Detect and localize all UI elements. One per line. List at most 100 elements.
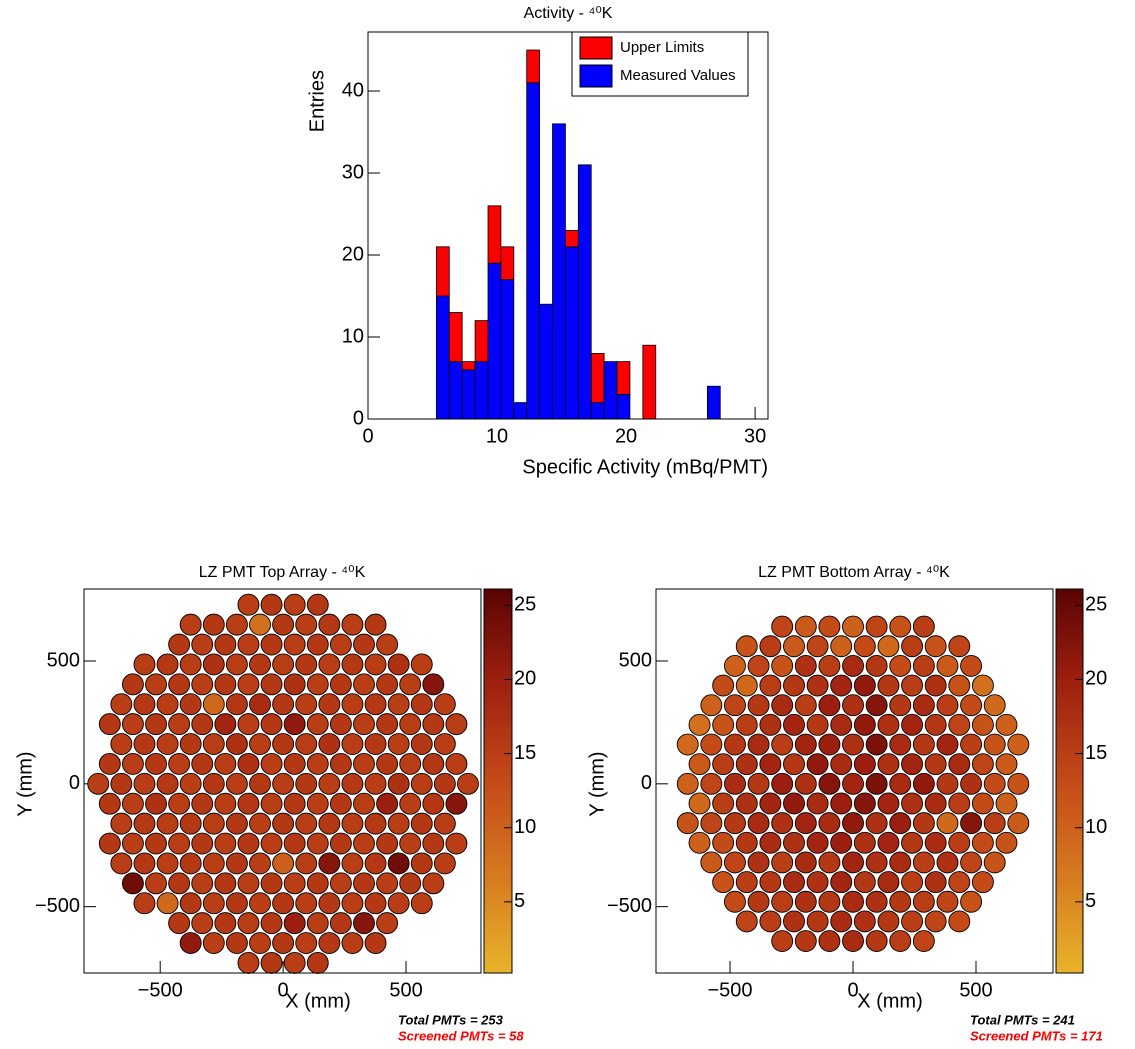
- pmt: [306, 951, 329, 974]
- pmt: [842, 772, 864, 795]
- pmt: [121, 832, 144, 855]
- pmt: [995, 831, 1018, 854]
- pmt: [806, 792, 829, 815]
- colorbar-tick-label: 25: [1085, 594, 1107, 616]
- pmt: [341, 892, 364, 915]
- pmt: [853, 713, 876, 736]
- pmt: [747, 694, 770, 717]
- chart-title: Activity - ⁴⁰K: [524, 5, 613, 22]
- pmt: [806, 674, 829, 697]
- plot-frame: [655, 588, 1054, 974]
- pmt: [948, 910, 971, 933]
- pmt: [445, 832, 468, 855]
- pmt: [971, 674, 994, 697]
- pmt: [783, 635, 805, 658]
- histogram-bar: [474, 361, 489, 420]
- colorbar-tick-label: 15: [1085, 742, 1107, 764]
- pmt: [156, 892, 179, 915]
- pmt: [712, 753, 735, 776]
- pmt: [283, 951, 306, 974]
- pmt: [818, 890, 841, 913]
- pmt: [422, 673, 445, 696]
- y-axis-title: Entries: [306, 70, 328, 132]
- pmt: [214, 713, 237, 736]
- pmt: [901, 910, 924, 933]
- histogram-bar: [474, 320, 489, 363]
- annotation: Screened PMTs = 171: [970, 1028, 1103, 1043]
- pmt: [771, 654, 794, 677]
- histogram-bar: [448, 361, 463, 420]
- pmt: [433, 772, 456, 795]
- histogram-bar: [603, 361, 618, 420]
- x-axis-title: X (mm): [857, 990, 923, 1012]
- pmt: [249, 932, 271, 954]
- legend-swatch: [579, 64, 613, 88]
- pmt: [912, 654, 935, 677]
- pmt: [877, 871, 900, 894]
- pmt: [376, 633, 399, 656]
- x-tick-label: 20: [615, 425, 637, 447]
- pmt: [747, 733, 770, 756]
- pmt: [145, 752, 167, 775]
- histogram-bar: [565, 230, 579, 248]
- pmt: [794, 733, 817, 756]
- pmt: [156, 653, 179, 676]
- pmt: [318, 852, 341, 875]
- pmt: [912, 772, 935, 795]
- pmt: [877, 831, 900, 854]
- histogram-bar: [435, 295, 450, 420]
- plot-frame: [83, 588, 482, 974]
- pmt: [283, 832, 306, 855]
- pmt: [912, 615, 935, 638]
- pmt: [376, 752, 399, 775]
- pmt: [410, 772, 433, 795]
- pmt: [260, 593, 283, 616]
- pmt: [700, 772, 723, 795]
- pmt: [936, 890, 959, 913]
- x-axis-title: Specific Activity (mBq/PMT): [522, 456, 768, 478]
- pmt: [364, 852, 387, 875]
- pmt: [353, 792, 375, 815]
- pmt: [771, 733, 794, 756]
- pmt: [318, 693, 341, 716]
- pmt: [759, 713, 782, 736]
- pmt: [329, 872, 352, 895]
- pmt: [168, 752, 191, 775]
- pmt: [225, 613, 248, 636]
- pmt: [983, 851, 1006, 874]
- pmt: [121, 673, 144, 696]
- pmt: [214, 872, 237, 895]
- pmt: [924, 792, 947, 815]
- pmt: [353, 872, 375, 895]
- pmt: [318, 892, 341, 915]
- pmt: [329, 832, 352, 855]
- pmt: [818, 812, 841, 835]
- pmt: [272, 653, 295, 676]
- pmt: [759, 910, 782, 933]
- pmt: [306, 912, 329, 935]
- pmt: [676, 812, 699, 835]
- pmt: [410, 693, 433, 716]
- pmt: [794, 930, 817, 953]
- pmt: [842, 851, 864, 874]
- pmt: [87, 772, 110, 795]
- pmt: [830, 792, 853, 815]
- pmt: [445, 792, 468, 815]
- pmt: [179, 932, 202, 954]
- pmt: [983, 733, 1006, 756]
- pmt: [410, 733, 433, 755]
- pmt: [225, 932, 248, 954]
- pmt: [295, 812, 318, 835]
- pmt: [948, 713, 971, 736]
- pmt: [783, 910, 805, 933]
- pmt: [225, 693, 248, 716]
- pmt: [225, 772, 248, 795]
- histogram-bar: [565, 246, 579, 420]
- histogram-bar: [577, 164, 592, 420]
- pmt: [133, 693, 156, 716]
- pmt: [948, 753, 971, 776]
- pmt: [960, 851, 983, 874]
- pmt: [818, 851, 841, 874]
- histogram-bar: [500, 279, 515, 420]
- pmt: [865, 890, 888, 913]
